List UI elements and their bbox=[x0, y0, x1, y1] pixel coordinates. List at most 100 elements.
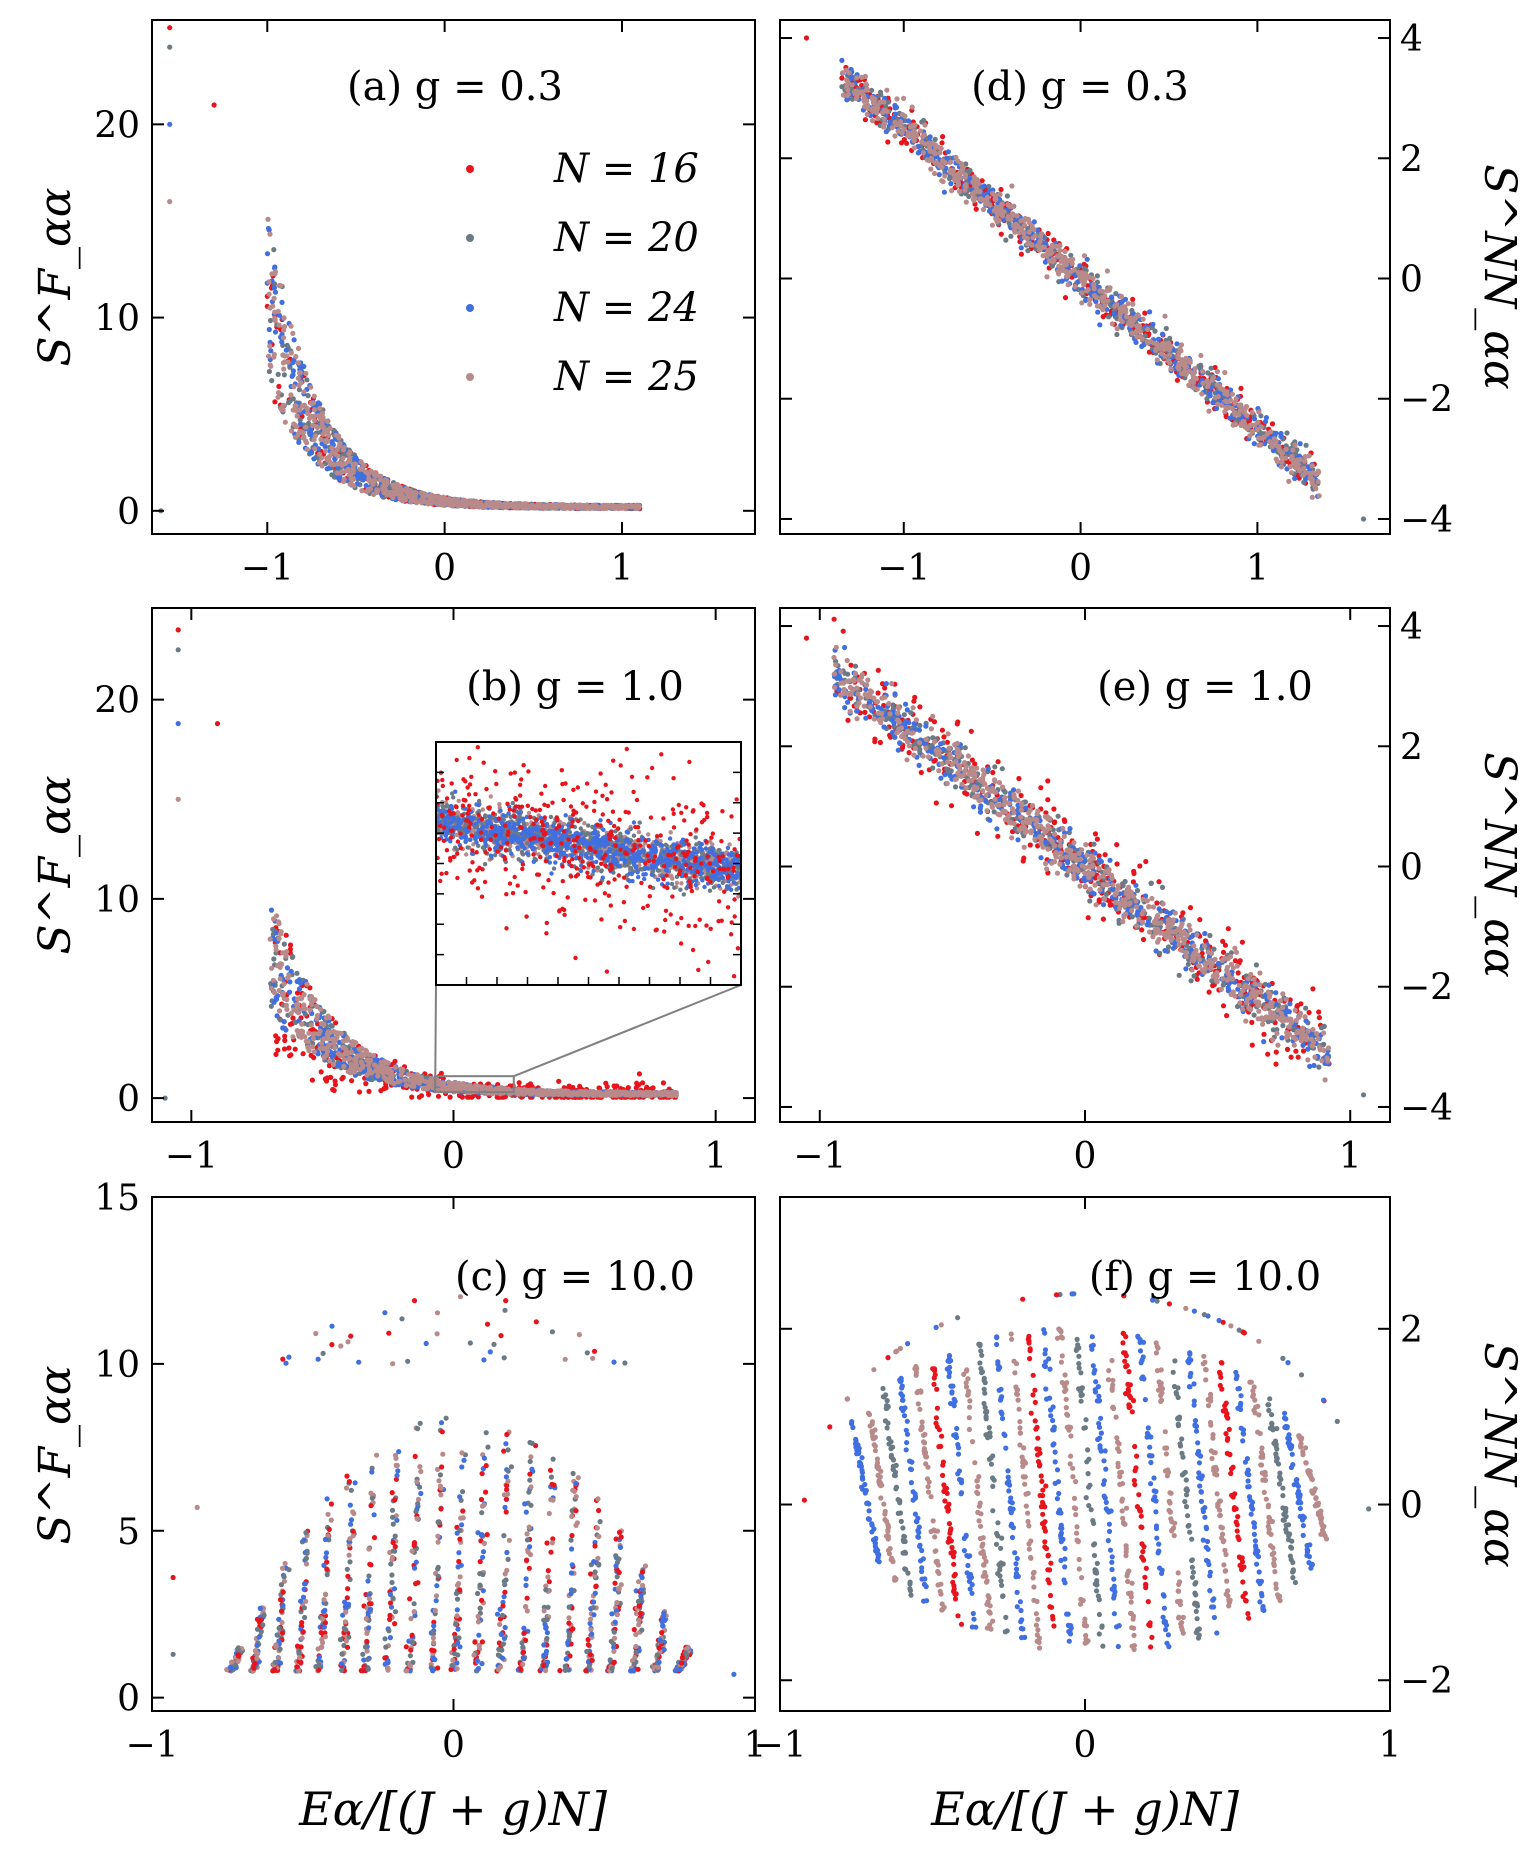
data-point-a bbox=[329, 472, 335, 478]
data-point-a bbox=[290, 396, 296, 402]
data-point-a bbox=[372, 473, 378, 479]
data-point-b bbox=[273, 947, 279, 953]
data-point-a bbox=[536, 502, 542, 508]
data-point-b bbox=[488, 1086, 494, 1092]
data-point-b bbox=[366, 1070, 372, 1076]
data-point-b bbox=[286, 989, 293, 995]
data-point-b bbox=[323, 1015, 329, 1021]
data-point-a bbox=[469, 503, 475, 509]
data-point-b bbox=[283, 949, 290, 955]
data-point-a bbox=[392, 482, 398, 488]
data-point-b bbox=[398, 1072, 404, 1078]
data-point-b bbox=[594, 1090, 600, 1097]
data-point-a bbox=[296, 439, 302, 445]
data-point-b bbox=[268, 907, 275, 913]
data-point-b bbox=[300, 1006, 306, 1012]
data-point-a bbox=[476, 500, 482, 506]
data-point-a bbox=[285, 359, 291, 365]
data-point-b bbox=[312, 1031, 318, 1037]
data-point-a bbox=[288, 350, 294, 356]
data-point-a bbox=[361, 462, 367, 468]
data-point-b bbox=[274, 1013, 280, 1019]
inset-data-point bbox=[637, 863, 642, 868]
data-point-b bbox=[612, 1091, 618, 1097]
data-point-b bbox=[175, 796, 181, 802]
inset-data-point bbox=[595, 865, 601, 870]
panel-title-b: (b) g = 1.0 bbox=[466, 664, 684, 710]
data-point-b bbox=[363, 1047, 369, 1053]
inset-data-point bbox=[526, 810, 532, 816]
data-point-b bbox=[566, 1092, 573, 1098]
data-point-b bbox=[351, 1064, 357, 1070]
inset-data-point bbox=[727, 842, 732, 847]
data-point-a bbox=[583, 505, 589, 511]
data-point-a bbox=[491, 504, 497, 510]
data-point-b bbox=[290, 1015, 296, 1021]
inset-data-point bbox=[482, 862, 488, 867]
data-point-a bbox=[288, 323, 294, 329]
data-point-b bbox=[367, 1052, 373, 1058]
data-point-a bbox=[303, 438, 309, 444]
data-point-a bbox=[369, 478, 375, 484]
data-point-a bbox=[291, 337, 297, 343]
data-point-a bbox=[517, 502, 524, 508]
data-point-a bbox=[605, 503, 611, 509]
data-point-a bbox=[337, 476, 343, 482]
data-point-a bbox=[307, 415, 313, 421]
data-point-b bbox=[468, 1084, 474, 1090]
data-point-b bbox=[366, 1088, 372, 1094]
data-point-a bbox=[295, 360, 302, 366]
data-point-a bbox=[334, 447, 340, 453]
data-point-a bbox=[167, 25, 173, 31]
data-point-b bbox=[273, 995, 279, 1001]
data-point-a bbox=[272, 315, 278, 322]
inset-data-point bbox=[668, 830, 673, 835]
data-point-b bbox=[314, 1003, 320, 1010]
inset-data-point bbox=[497, 802, 502, 807]
inset-data-point bbox=[599, 868, 604, 873]
data-point-a bbox=[211, 102, 217, 108]
data-point-b bbox=[318, 1069, 324, 1075]
data-point-b bbox=[332, 1082, 338, 1088]
data-point-b bbox=[550, 1091, 556, 1098]
data-point-b bbox=[287, 942, 294, 948]
data-point-a bbox=[611, 503, 617, 509]
data-point-a bbox=[306, 420, 312, 426]
data-point-a bbox=[297, 417, 303, 423]
data-point-a bbox=[345, 466, 351, 472]
inset-data-point bbox=[674, 880, 680, 886]
data-point-b bbox=[409, 1072, 415, 1078]
data-point-b bbox=[285, 975, 291, 981]
data-point-a bbox=[290, 407, 296, 413]
data-point-a bbox=[315, 446, 321, 452]
data-point-b bbox=[353, 1058, 359, 1064]
data-point-a bbox=[350, 476, 357, 482]
data-point-b bbox=[392, 1064, 398, 1070]
data-point-b bbox=[280, 1025, 286, 1031]
data-point-a bbox=[264, 251, 271, 257]
inset-scatter-points bbox=[436, 745, 741, 979]
data-point-a bbox=[339, 469, 345, 475]
data-point-a bbox=[267, 305, 273, 311]
data-point-a bbox=[167, 199, 173, 205]
inset-data-point bbox=[693, 835, 698, 840]
data-point-b bbox=[448, 1081, 454, 1087]
inset-data-point bbox=[488, 794, 493, 799]
inset-data-point bbox=[628, 826, 633, 832]
data-point-a bbox=[267, 317, 274, 324]
data-point-a bbox=[268, 348, 274, 354]
data-point-b bbox=[276, 987, 282, 994]
data-point-b bbox=[321, 1045, 327, 1051]
data-point-b bbox=[307, 1007, 313, 1013]
data-point-a bbox=[297, 370, 303, 376]
x-tick-label-b: −1 bbox=[165, 1136, 218, 1177]
data-point-b bbox=[603, 1080, 609, 1086]
data-point-a bbox=[303, 370, 309, 377]
data-point-b bbox=[570, 1084, 576, 1091]
data-point-b bbox=[284, 997, 290, 1003]
data-point-a bbox=[276, 390, 282, 396]
data-point-b bbox=[336, 1030, 342, 1036]
data-point-a bbox=[281, 359, 288, 365]
